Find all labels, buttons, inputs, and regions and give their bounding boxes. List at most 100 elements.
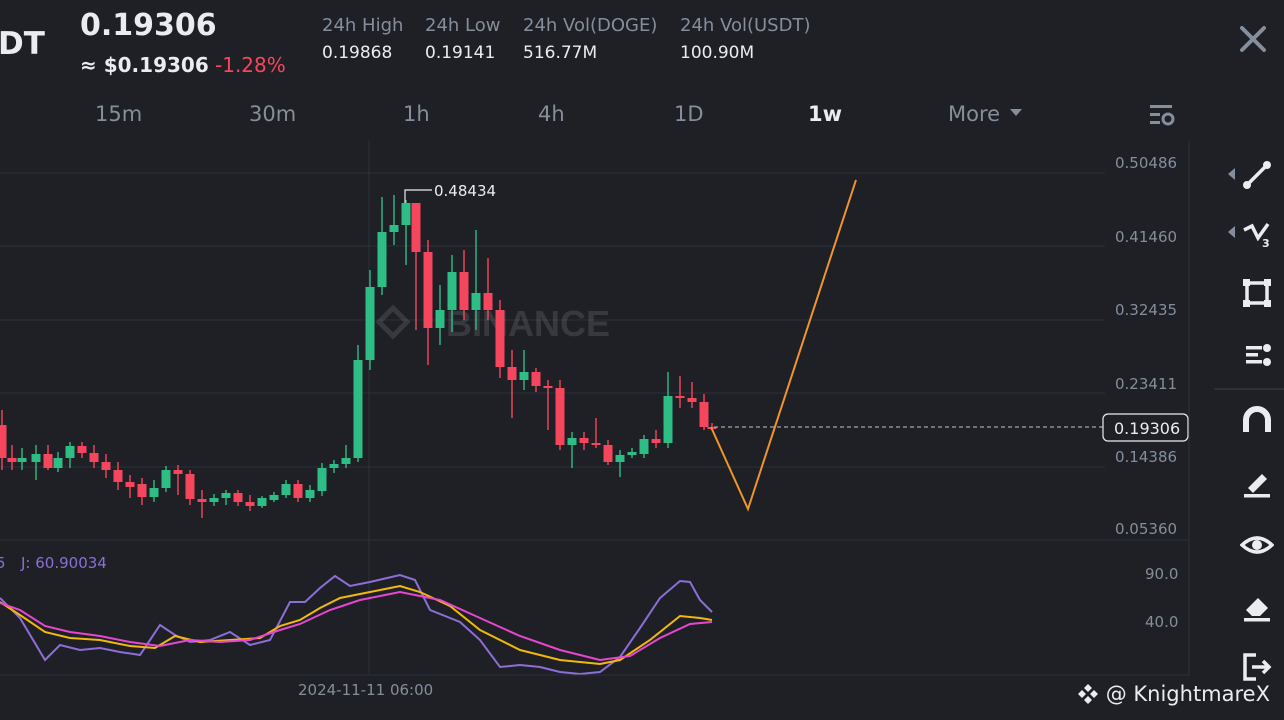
candle-body [341,458,351,464]
candle-body [401,203,411,225]
kdj-k-line [0,584,713,666]
candle [377,197,387,295]
candle [591,418,601,448]
tab-15m[interactable]: 15m [95,102,143,126]
indicator-j-label: J: 60.90034 [20,554,107,572]
price-change-percent: -1.28% [215,53,286,77]
candle-body [317,468,327,491]
brush-icon [1244,474,1270,498]
chart-settings-icon [1150,105,1175,126]
candle [447,255,457,332]
candle-body [435,310,445,328]
candle [17,448,27,470]
watermark-binance-logo: BINANCE [375,303,610,344]
visibility-tool[interactable] [1239,528,1275,562]
candle-body [447,272,457,310]
tab-1w[interactable]: 1w [808,102,843,126]
eye-icon [1239,536,1275,554]
drawing-toolbar: 3 [1214,140,1284,700]
stat-label: 24h Vol(USDT) [680,15,811,36]
candle [137,478,147,505]
binance-logo-icon [1077,684,1098,704]
stat-value: 0.19141 [425,43,496,63]
tab-30m[interactable]: 30m [249,102,297,126]
stat-value: 516.77M [523,43,598,63]
stat-label: 24h High [322,15,404,36]
time-axis-label: 2024-11-11 06:00 [298,681,433,699]
candle-body [305,490,315,498]
candle-body [603,445,613,462]
high-marker-line [404,189,432,203]
candle [483,258,493,320]
eraser-tool[interactable] [1240,590,1274,624]
candle-body [519,372,529,380]
candle [161,466,171,492]
candle-body [53,458,63,468]
interval-tabs: 15m 30m 1h 4h 1D 1w More [0,102,1200,132]
candle-body [377,232,387,287]
candle-body [245,502,255,506]
tab-1h[interactable]: 1h [403,102,430,126]
stat-label: 24h Low [425,15,501,36]
candle-body [423,252,433,328]
candle [627,448,637,458]
candle [125,475,135,498]
candle [435,285,445,345]
candle [7,445,17,470]
author-watermark: @ KnightmareX [1076,682,1270,706]
price-tick: 0.05360 [1115,520,1177,538]
candle-body [507,367,517,380]
multi-line-tool[interactable]: 3 [1228,216,1274,250]
candle-body [149,488,159,497]
candle [149,480,159,502]
tab-4h[interactable]: 4h [538,102,565,126]
candle [651,430,661,448]
candle-body [43,454,53,468]
candle-body [17,458,27,462]
candle-body [651,439,661,443]
candle [245,495,255,511]
candle [293,480,303,502]
chart-settings-button[interactable] [1148,103,1176,133]
candle [639,435,649,458]
candle [65,442,75,468]
candle-body [353,360,363,458]
tab-more[interactable]: More [948,102,1023,126]
fib-levels-tool[interactable] [1240,338,1274,372]
candle [233,490,243,506]
candle [113,462,123,490]
candle [567,432,577,468]
close-button[interactable] [1236,22,1270,56]
rectangle-tool[interactable] [1240,276,1274,310]
tab-1d[interactable]: 1D [674,102,704,126]
stat-value: 100.90M [680,43,755,63]
candle [423,240,433,365]
current-price-tag: 0.19306 [1102,413,1189,442]
candle [257,496,267,508]
tab-more-label: More [948,102,1001,126]
candle [507,350,517,418]
exit-drawing-tool[interactable] [1240,650,1274,684]
candle [197,490,207,518]
candle-body [531,372,541,386]
eraser-icon [1244,598,1270,622]
candle [31,445,41,480]
expand-arrow-icon [1228,226,1235,238]
candle [221,490,231,505]
candle-body [293,484,303,498]
candle-body [89,453,99,462]
forecast-path-line [710,179,857,512]
candle [495,300,505,378]
candle-body [411,203,421,252]
price-grid [0,172,1105,468]
magnet-tool[interactable] [1240,404,1274,438]
candle-body [31,454,41,462]
close-icon [1240,26,1266,52]
candle [401,200,411,265]
candle-body [471,293,481,310]
trend-line-tool[interactable] [1228,158,1274,192]
expand-arrow-icon [1228,168,1235,180]
candle [615,450,625,477]
brush-tool[interactable] [1240,466,1274,500]
candlestick-chart[interactable]: BINANCE 0.48434 0.50486 0.41460 0.32435 … [0,140,1200,700]
